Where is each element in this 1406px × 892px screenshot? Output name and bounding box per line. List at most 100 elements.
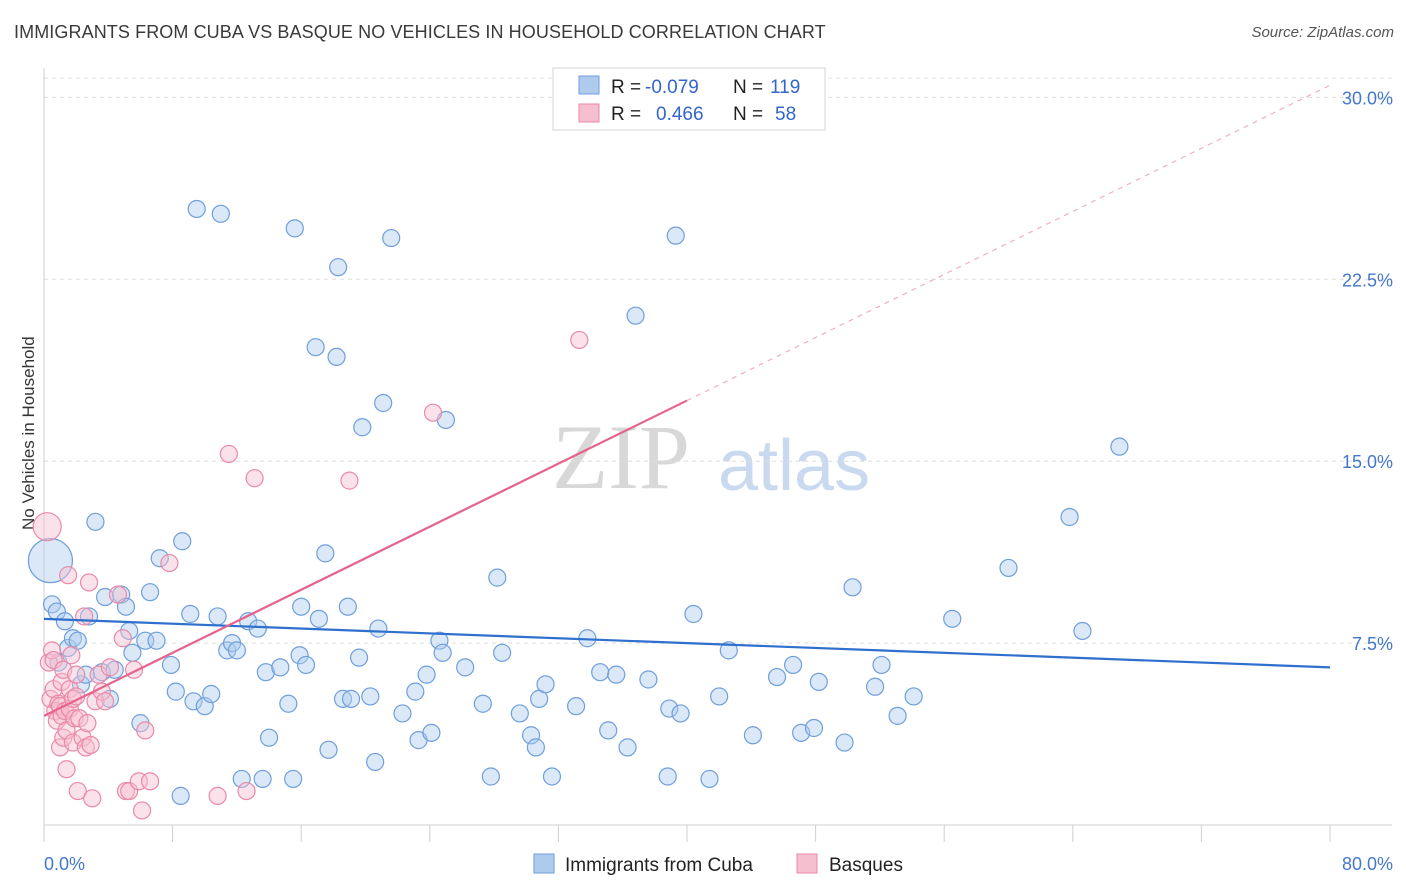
cuba-point: [865, 677, 885, 696]
cuba-point: [542, 767, 562, 786]
cuba-point: [456, 658, 475, 677]
basques-point: [219, 444, 238, 464]
tick-labels: 7.5% 15.0% 22.5% 30.0% 0.0% 80.0%: [44, 88, 1393, 874]
cuba-point: [309, 609, 328, 628]
cuba-point: [488, 568, 507, 587]
chart-title: IMMIGRANTS FROM CUBA VS BASQUE NO VEHICL…: [14, 22, 826, 42]
cuba-point: [804, 718, 824, 738]
x-tick-label: 80.0%: [1342, 854, 1393, 874]
cuba-point: [591, 663, 610, 682]
cuba-point: [140, 583, 160, 602]
basques-point: [237, 781, 256, 801]
y-tick-label: 22.5%: [1342, 270, 1393, 290]
y-tick-label: 30.0%: [1342, 88, 1393, 108]
series-legend-label: Immigrants from Cuba: [565, 855, 753, 876]
source-credit: Source: ZipAtlas.com: [1251, 24, 1394, 41]
basques-point: [208, 786, 227, 805]
legend-n-label: N =: [733, 77, 763, 98]
y-tick-label: 15.0%: [1342, 452, 1393, 472]
cuba-point: [147, 631, 166, 650]
cuba-point: [361, 687, 380, 706]
cuba-point: [382, 228, 401, 248]
cuba-point: [259, 728, 279, 747]
trend-lines: [43, 84, 1331, 717]
cuba-point: [393, 704, 412, 723]
cuba-point: [161, 655, 181, 675]
cuba-point: [1073, 621, 1092, 641]
basques-trend-line: [43, 399, 688, 717]
basques-point: [83, 789, 102, 808]
cuba-point: [843, 578, 862, 597]
cuba-point: [710, 687, 729, 706]
cuba-point: [284, 769, 303, 789]
basques-point: [108, 585, 128, 604]
cuba-point: [481, 767, 500, 786]
legend-r-value: 0.466: [656, 104, 704, 125]
cuba-point: [684, 604, 703, 624]
series-immigrants-from-cuba: [27, 199, 1129, 805]
cuba-point: [211, 204, 230, 223]
legend-swatch-blue: [578, 75, 600, 95]
cuba-point: [809, 672, 828, 692]
series-legend-swatch-blue: [533, 853, 555, 874]
cuba-point: [1060, 507, 1079, 527]
cuba-point: [835, 733, 854, 752]
basques-point: [95, 692, 115, 711]
cuba-point: [150, 549, 169, 568]
basques-point: [57, 760, 76, 779]
legend-r-label: R =: [611, 104, 641, 125]
legend-swatch-pink: [578, 103, 600, 123]
cuba-point: [123, 643, 142, 662]
cuba-point: [166, 682, 185, 701]
basques-point: [75, 607, 94, 626]
basques-point: [62, 646, 81, 665]
y-tick-label: 7.5%: [1352, 634, 1393, 654]
cuba-point: [369, 619, 388, 638]
cuba-point: [904, 687, 923, 706]
basques-point: [59, 566, 78, 585]
cuba-point: [338, 597, 357, 616]
cuba-point: [406, 682, 425, 701]
cuba-point: [208, 607, 227, 626]
cuba-point: [292, 597, 311, 616]
cuba-point: [341, 689, 361, 708]
cuba-point: [493, 643, 512, 662]
basques-point: [68, 781, 87, 801]
basques-point: [132, 801, 152, 820]
cuba-point: [872, 655, 891, 675]
cuba-point: [374, 393, 393, 413]
cuba-point: [349, 648, 369, 667]
basques-point: [245, 469, 264, 488]
cuba-point: [671, 704, 690, 723]
cuba-trend-line: [43, 617, 1331, 669]
cuba-point: [248, 619, 267, 638]
series-legend-swatch-pink: [796, 853, 818, 874]
cuba-point: [171, 786, 190, 805]
basques-point: [79, 573, 99, 592]
cuba-point: [719, 641, 738, 660]
cuba-point: [888, 706, 907, 725]
cuba-point: [55, 612, 74, 631]
cuba-point: [566, 697, 586, 716]
cuba-point: [184, 692, 203, 711]
cuba-point: [173, 532, 192, 551]
cuba-point: [253, 769, 272, 789]
cuba-point: [767, 667, 787, 687]
cuba-point: [290, 646, 309, 665]
cuba-point: [329, 258, 348, 277]
basques-point: [120, 781, 139, 801]
cuba-point: [316, 544, 335, 563]
basques-point: [81, 735, 100, 755]
cuba-point: [999, 558, 1018, 578]
cuba-point: [599, 721, 618, 740]
cuba-point: [71, 675, 91, 694]
cuba-point: [327, 347, 346, 367]
legend-r-value: -0.079: [645, 77, 699, 98]
cuba-point: [181, 604, 200, 624]
basques-point: [78, 714, 97, 733]
legend-r-label: R =: [611, 77, 641, 98]
cuba-point: [202, 684, 221, 704]
cuba-point: [227, 641, 246, 660]
cuba-point: [256, 663, 275, 682]
cuba-point: [271, 658, 290, 677]
